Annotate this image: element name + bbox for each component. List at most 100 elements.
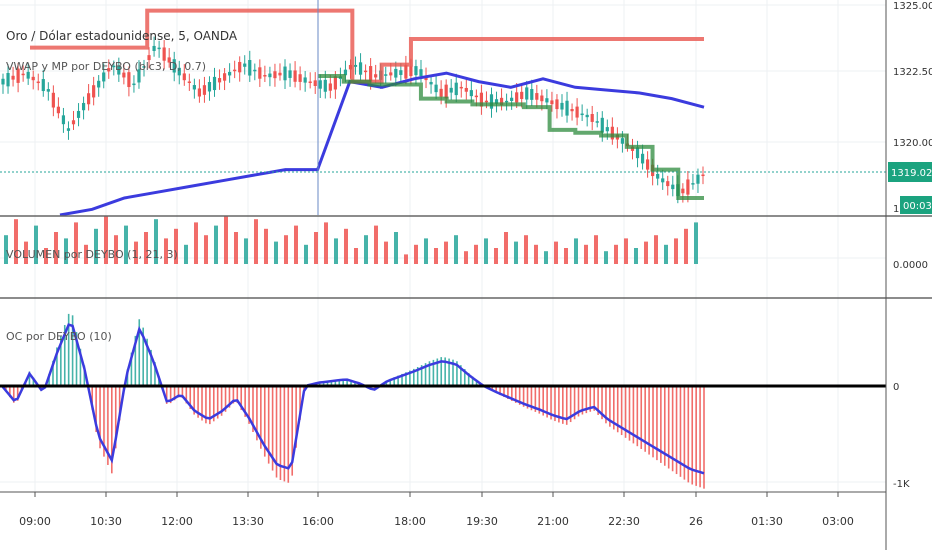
candle-body bbox=[66, 128, 71, 131]
candle-body bbox=[26, 71, 30, 79]
volume-bar bbox=[254, 219, 258, 264]
candle-body bbox=[454, 82, 458, 96]
candle-body bbox=[560, 102, 564, 110]
candle-body bbox=[293, 70, 297, 82]
last-price-badge bbox=[888, 162, 932, 182]
price-pane[interactable]: Oro / Dólar estadounidense, 5, OANDA VWA… bbox=[0, 0, 886, 217]
volume-bar bbox=[624, 238, 628, 264]
candle-body bbox=[233, 69, 237, 72]
volume-bar bbox=[444, 241, 448, 264]
time-tick-label: 26 bbox=[689, 515, 703, 528]
candle-body bbox=[61, 115, 66, 125]
candle-body bbox=[298, 74, 302, 82]
candle-body bbox=[409, 66, 413, 77]
candle-body bbox=[590, 113, 594, 122]
candle-body bbox=[21, 73, 25, 76]
time-tick-label: 21:00 bbox=[537, 515, 569, 528]
oscillator-tick-label: -1K bbox=[893, 479, 910, 490]
vwap-indicator-label: VWAP y MP por DEYBO (blc3, D, 0.7) bbox=[6, 60, 206, 73]
candle-body bbox=[429, 81, 433, 85]
candle-body bbox=[71, 120, 76, 125]
price-tick-label: 13 bbox=[893, 204, 906, 215]
candle-body bbox=[469, 90, 473, 97]
price-scale[interactable]: 1325.000 1322.500 1320.000 1319.026 13 0… bbox=[888, 1, 932, 490]
price-tick-label: 1325.000 bbox=[893, 1, 932, 12]
candle-body bbox=[646, 159, 650, 170]
last-price-label: 1319.026 bbox=[891, 168, 932, 179]
candle-body bbox=[363, 70, 368, 73]
candle-body bbox=[570, 109, 574, 112]
volume-bar bbox=[494, 248, 498, 264]
candle-body bbox=[187, 81, 191, 83]
candle-body bbox=[207, 82, 212, 92]
candle-body bbox=[540, 95, 544, 102]
candle-body bbox=[87, 93, 91, 105]
candle-body bbox=[97, 80, 101, 88]
volume-bar bbox=[464, 251, 468, 264]
candle-body bbox=[369, 66, 373, 82]
candle-body bbox=[333, 76, 337, 90]
volume-bar bbox=[484, 238, 488, 264]
green-step-line bbox=[318, 73, 704, 200]
candle-body bbox=[248, 60, 252, 76]
candle-body bbox=[228, 71, 232, 76]
candle-body bbox=[550, 100, 554, 105]
candle-body bbox=[152, 45, 156, 51]
volume-bar bbox=[114, 235, 118, 264]
oscillator-line bbox=[1, 323, 705, 475]
candle-body bbox=[686, 179, 690, 195]
candle-body bbox=[172, 59, 176, 73]
volume-bar bbox=[154, 219, 158, 264]
candle-body bbox=[459, 86, 463, 89]
candle-body bbox=[36, 81, 40, 84]
candle-body bbox=[328, 83, 332, 91]
volume-bar bbox=[614, 244, 618, 264]
candle-body bbox=[555, 99, 559, 110]
volume-bar bbox=[364, 235, 368, 264]
candle-body bbox=[585, 114, 589, 118]
volume-bar bbox=[384, 241, 388, 264]
candle-body bbox=[353, 64, 358, 67]
volume-pane[interactable]: VOLUMEN por DEYBO (1, 21, 3) bbox=[4, 216, 698, 264]
volume-bar bbox=[4, 235, 8, 264]
candle-body bbox=[595, 121, 599, 123]
candle-body bbox=[510, 97, 514, 101]
candle-body bbox=[177, 67, 181, 76]
time-tick-label: 10:30 bbox=[90, 515, 122, 528]
candle-body bbox=[545, 98, 549, 103]
time-tick-label: 22:30 bbox=[608, 515, 640, 528]
candle-body bbox=[620, 138, 625, 144]
volume-bar bbox=[594, 235, 598, 264]
time-scale[interactable]: 09:00 10:30 12:00 13:30 16:00 18:00 19:30 21:00… bbox=[19, 492, 854, 528]
volume-bar bbox=[574, 238, 578, 264]
volume-bar bbox=[94, 228, 98, 264]
volume-bar bbox=[304, 244, 308, 264]
candle-body bbox=[127, 72, 131, 88]
volume-bar bbox=[84, 244, 88, 264]
volume-bar bbox=[514, 241, 518, 264]
volume-bar bbox=[164, 238, 168, 264]
candle-body bbox=[610, 126, 614, 140]
candle-body bbox=[6, 72, 10, 87]
candle-body bbox=[132, 83, 136, 86]
candle-body bbox=[565, 100, 569, 116]
candle-body bbox=[107, 68, 111, 72]
candle-body bbox=[656, 173, 660, 179]
candle-body bbox=[92, 85, 96, 98]
volume-bar bbox=[314, 232, 318, 264]
time-tick-label: 13:30 bbox=[232, 515, 264, 528]
candle-body bbox=[580, 113, 584, 116]
volume-bar bbox=[404, 254, 408, 264]
volume-bar bbox=[554, 241, 558, 264]
candle-body bbox=[303, 77, 307, 83]
time-tick-label: 01:30 bbox=[751, 515, 783, 528]
oscillator-pane[interactable]: OC por DEYBO (10) bbox=[0, 313, 886, 489]
candle-body bbox=[640, 153, 645, 164]
candle-body bbox=[253, 69, 257, 72]
candle-body bbox=[167, 57, 171, 63]
volume-bar bbox=[504, 232, 508, 264]
candle-body bbox=[81, 102, 86, 111]
candle-body bbox=[384, 74, 388, 76]
